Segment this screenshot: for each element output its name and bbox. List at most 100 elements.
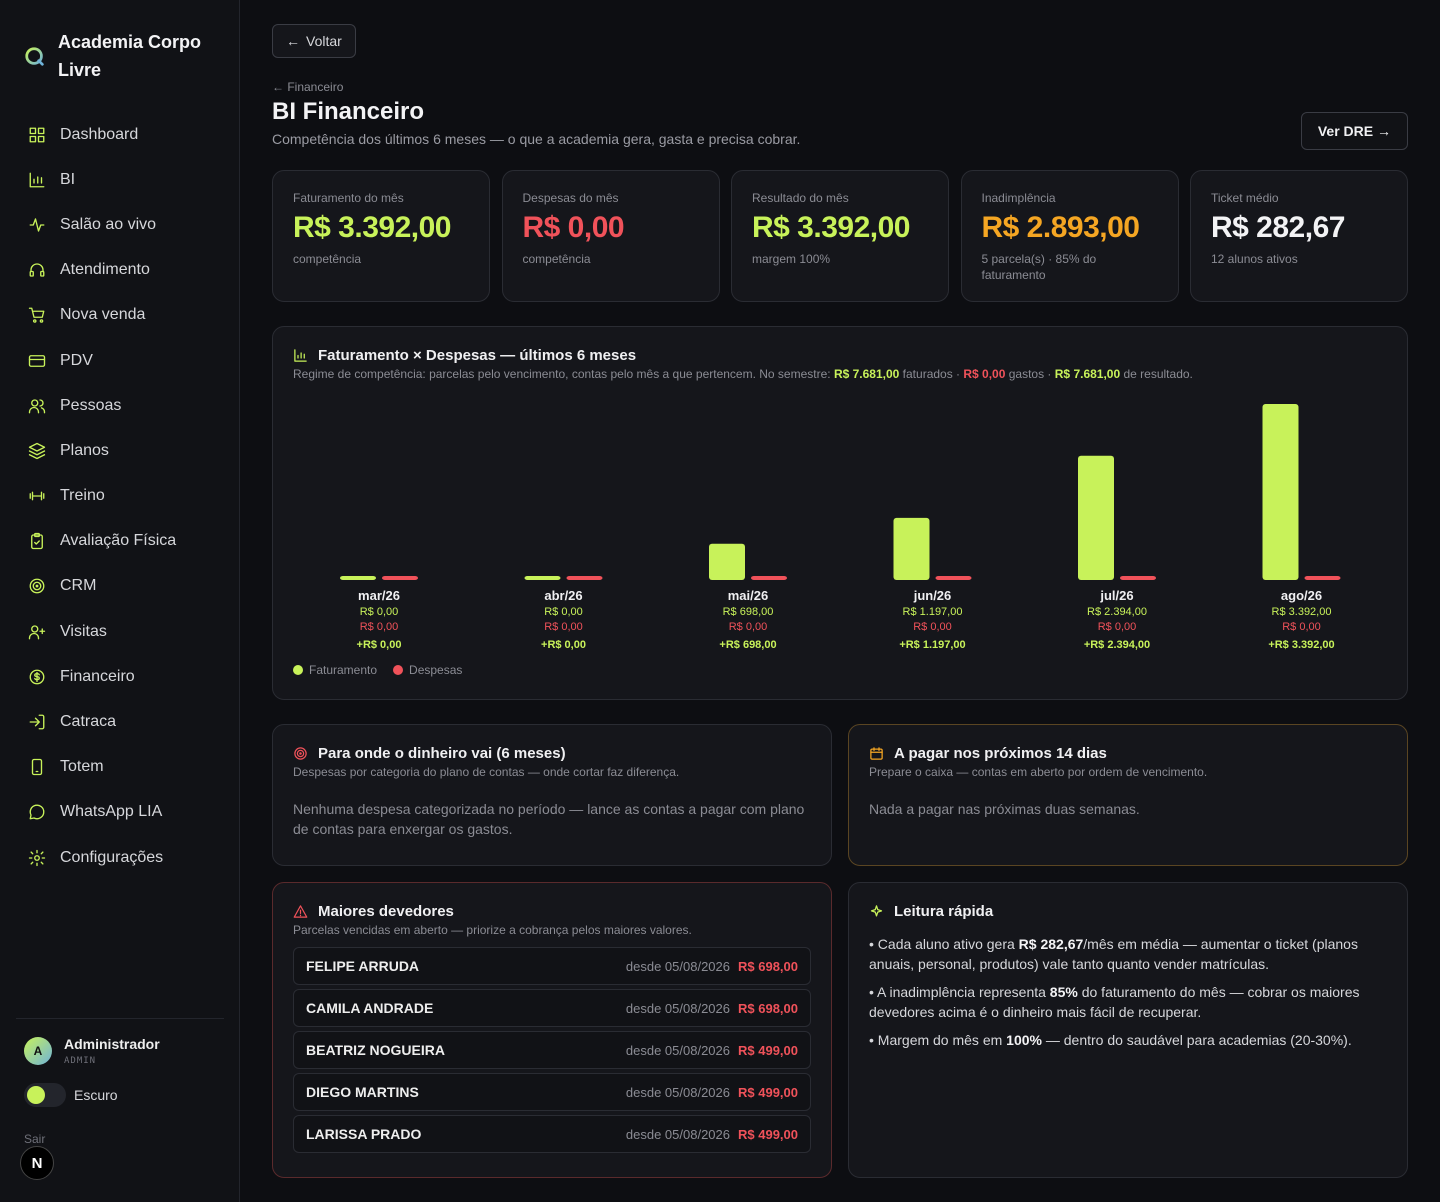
sidebar-item-label: Totem: [60, 758, 104, 776]
semester-revenue: R$ 7.681,00: [833, 367, 900, 381]
expense-data-label: R$ 0,00: [1098, 621, 1137, 633]
where-money-card: Para onde o dinheiro vai (6 meses) Despe…: [272, 724, 832, 866]
semester-result: R$ 7.681,00: [1054, 367, 1121, 381]
sidebar-item-bi[interactable]: BI: [16, 157, 224, 202]
debtor-name: CAMILA ANDRADE: [306, 1000, 434, 1016]
expense-data-label: R$ 0,00: [729, 621, 768, 633]
debtors-header: Maiores devedores: [293, 903, 811, 920]
result-data-label: +R$ 2.394,00: [1084, 639, 1150, 651]
sidebar-item-crm[interactable]: CRM: [16, 564, 224, 609]
sidebar-item-configuracoes[interactable]: Configurações: [16, 835, 224, 880]
sidebar-item-visitas[interactable]: Visitas: [16, 609, 224, 654]
debtor-row[interactable]: LARISSA PRADO desde 05/08/2026 R$ 499,00: [293, 1115, 811, 1153]
brand[interactable]: Academia Corpo Livre: [24, 28, 208, 84]
revenue-data-label: R$ 3.392,00: [1272, 606, 1332, 618]
revenue-data-label: R$ 698,00: [723, 606, 774, 618]
cart-icon: [28, 307, 45, 324]
legend-revenue: Faturamento: [293, 663, 377, 677]
chart-card-title: Faturamento × Despesas — últimos 6 meses: [293, 347, 1387, 364]
logout-link[interactable]: Sair: [24, 1132, 46, 1146]
sidebar-item-planos[interactable]: Planos: [16, 428, 224, 473]
expense-bar: [382, 576, 418, 580]
result-data-label: +R$ 1.197,00: [899, 639, 965, 651]
sidebar-item-label: Planos: [60, 441, 109, 459]
bullet-delinquency: • A inadimplência representa 85% do fatu…: [869, 984, 1360, 1020]
sidebar-item-catraca[interactable]: Catraca: [16, 699, 224, 744]
sidebar-item-nova-venda[interactable]: Nova venda: [16, 293, 224, 338]
kpi-card: Ticket médio R$ 282,67 12 alunos ativos: [1190, 170, 1408, 302]
debtors-list: FELIPE ARRUDA desde 05/08/2026 R$ 698,00 CA…: [293, 947, 811, 1153]
sidebar-item-label: Catraca: [60, 713, 117, 731]
kpi-note: margem 100%: [752, 252, 831, 266]
debtor-row[interactable]: BEATRIZ NOGUEIRA desde 05/08/2026 R$ 499,0…: [293, 1031, 811, 1069]
sidebar-item-totem[interactable]: Totem: [16, 745, 224, 790]
theme-toggle[interactable]: [24, 1083, 66, 1107]
revenue-data-label: R$ 0,00: [360, 606, 399, 618]
brand-logo-icon: [25, 47, 44, 66]
ver-dre-button[interactable]: Ver DRE →: [1300, 112, 1408, 150]
activity-icon: [29, 218, 45, 232]
bar-chart-icon: [29, 172, 45, 188]
to-pay-empty: Nada a pagar nas próximas duas semanas.: [869, 801, 1140, 817]
avatar: A: [24, 1037, 52, 1065]
debtors-title: Maiores devedores: [318, 903, 454, 920]
expense-bar: [566, 576, 603, 580]
expense-data-label: R$ 0,00: [360, 621, 399, 633]
chart-legend: Faturamento Despesas: [293, 663, 462, 677]
arrow-left-icon: ←: [286, 33, 300, 49]
where-money-header: Para onde o dinheiro vai (6 meses): [293, 745, 811, 762]
debtor-row[interactable]: FELIPE ARRUDA desde 05/08/2026 R$ 698,00: [293, 947, 811, 985]
sidebar-item-label: Atendimento: [60, 261, 150, 279]
kpi-label: Inadimplência: [981, 191, 1056, 205]
kpi-label: Ticket médio: [1211, 191, 1279, 205]
debtor-since: desde 05/08/2026: [625, 1084, 730, 1100]
quick-read-bullets: • Cada aluno ativo gera R$ 282,67/mês em…: [869, 934, 1387, 1050]
sidebar-item-treino[interactable]: Treino: [16, 474, 224, 519]
login-icon: [29, 714, 45, 730]
to-pay-title: A pagar nos próximos 14 dias: [894, 745, 1107, 762]
theme-switch[interactable]: Escuro: [24, 1083, 118, 1107]
month-label: jun/26: [913, 588, 952, 603]
n-badge[interactable]: N: [20, 1146, 54, 1180]
back-button[interactable]: ← Voltar: [272, 24, 356, 58]
sparkles-icon: [870, 905, 883, 917]
sidebar-item-label: Financeiro: [60, 667, 135, 685]
where-money-title: Para onde o dinheiro vai (6 meses): [318, 745, 566, 762]
debtor-since: desde 05/08/2026: [625, 1126, 730, 1142]
debtor-amount: R$ 698,00: [738, 958, 798, 974]
sidebar-item-pdv[interactable]: PDV: [16, 338, 224, 383]
sidebar-item-label: PDV: [60, 351, 93, 369]
kpi-label: Despesas do mês: [522, 191, 619, 205]
expense-data-label: R$ 0,00: [1282, 621, 1321, 633]
sidebar-item-whatsapp-lia[interactable]: WhatsApp LIA: [16, 790, 224, 835]
debtors-sub: Parcelas vencidas em aberto — priorize a…: [293, 923, 692, 937]
sidebar-item-label: BI: [60, 170, 76, 188]
sidebar-item-financeiro[interactable]: Financeiro: [16, 654, 224, 699]
sidebar-item-label: Treino: [60, 487, 105, 505]
sidebar-item-salao-ao-vivo[interactable]: Salão ao vivo: [16, 202, 224, 247]
month-label: mar/26: [358, 588, 400, 603]
sidebar-item-label: Visitas: [60, 622, 107, 640]
sidebar-item-pessoas[interactable]: Pessoas: [16, 383, 224, 428]
user-profile[interactable]: A Administrador ADMIN: [24, 1036, 160, 1066]
breadcrumb[interactable]: ← Financeiro: [272, 80, 344, 94]
to-pay-sub: Prepare o caixa — contas em aberto por o…: [869, 765, 1208, 779]
kpi-value: R$ 3.392,00: [293, 211, 451, 244]
message-icon: [29, 804, 45, 820]
debtor-row[interactable]: CAMILA ANDRADE desde 05/08/2026 R$ 698,00: [293, 989, 811, 1027]
sidebar-item-atendimento[interactable]: Atendimento: [16, 248, 224, 293]
back-label: Voltar: [306, 33, 342, 49]
dollar-icon: [29, 669, 45, 685]
debtor-row[interactable]: DIEGO MARTINS desde 05/08/2026 R$ 499,00: [293, 1073, 811, 1111]
bar-chart-icon: [294, 349, 307, 362]
sidebar-divider: [16, 1018, 224, 1019]
sidebar-item-label: CRM: [60, 577, 97, 595]
month-label: jul/26: [1099, 588, 1133, 603]
revenue-bar: [709, 543, 745, 580]
sidebar-item-label: Salão ao vivo: [60, 215, 157, 233]
revenue-data-label: R$ 2.394,00: [1087, 606, 1147, 618]
user-role: ADMIN: [64, 1056, 97, 1066]
sidebar-item-dashboard[interactable]: Dashboard: [16, 112, 224, 157]
legend-expenses: Despesas: [393, 663, 462, 677]
sidebar-item-avaliacao-fisica[interactable]: Avaliação Física: [16, 519, 224, 564]
